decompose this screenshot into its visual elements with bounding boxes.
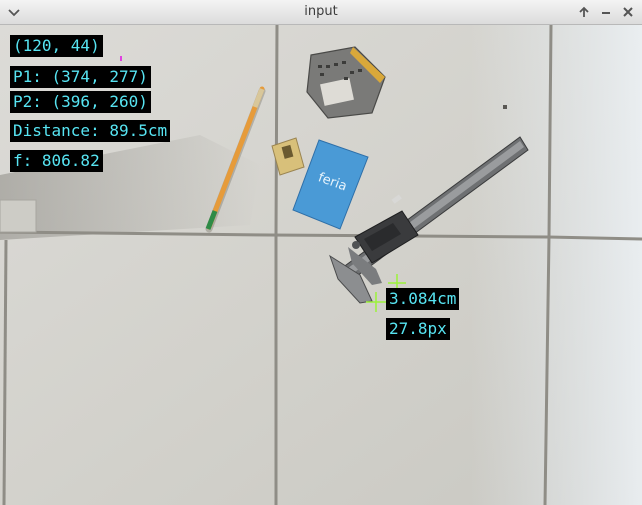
close-icon[interactable] bbox=[619, 3, 637, 21]
distance-label: Distance: 89.5cm bbox=[10, 120, 171, 142]
p2-label: P2: (396, 260) bbox=[10, 91, 151, 113]
window-title: input bbox=[304, 4, 338, 19]
camera-frame[interactable]: feria (120, 44) bbox=[0, 25, 642, 505]
chevron-down-icon[interactable] bbox=[5, 3, 23, 21]
feria-card: feria bbox=[292, 139, 369, 230]
p1-crosshair bbox=[366, 292, 386, 312]
measurement-px-label: 27.8px bbox=[386, 318, 450, 340]
title-bar[interactable]: input bbox=[0, 0, 642, 25]
measurement-cm-label: 3.084cm bbox=[386, 288, 460, 310]
digital-caliper bbox=[329, 136, 529, 304]
pencil bbox=[205, 86, 266, 233]
focal-length-label: f: 806.82 bbox=[10, 150, 103, 172]
sharpener bbox=[271, 137, 305, 176]
phone-battery bbox=[306, 46, 386, 119]
cursor-coordinates-label: (120, 44) bbox=[10, 35, 103, 57]
p1-label: P1: (374, 277) bbox=[10, 66, 151, 88]
arrow-up-icon[interactable] bbox=[575, 3, 593, 21]
minimize-icon[interactable] bbox=[597, 3, 615, 21]
